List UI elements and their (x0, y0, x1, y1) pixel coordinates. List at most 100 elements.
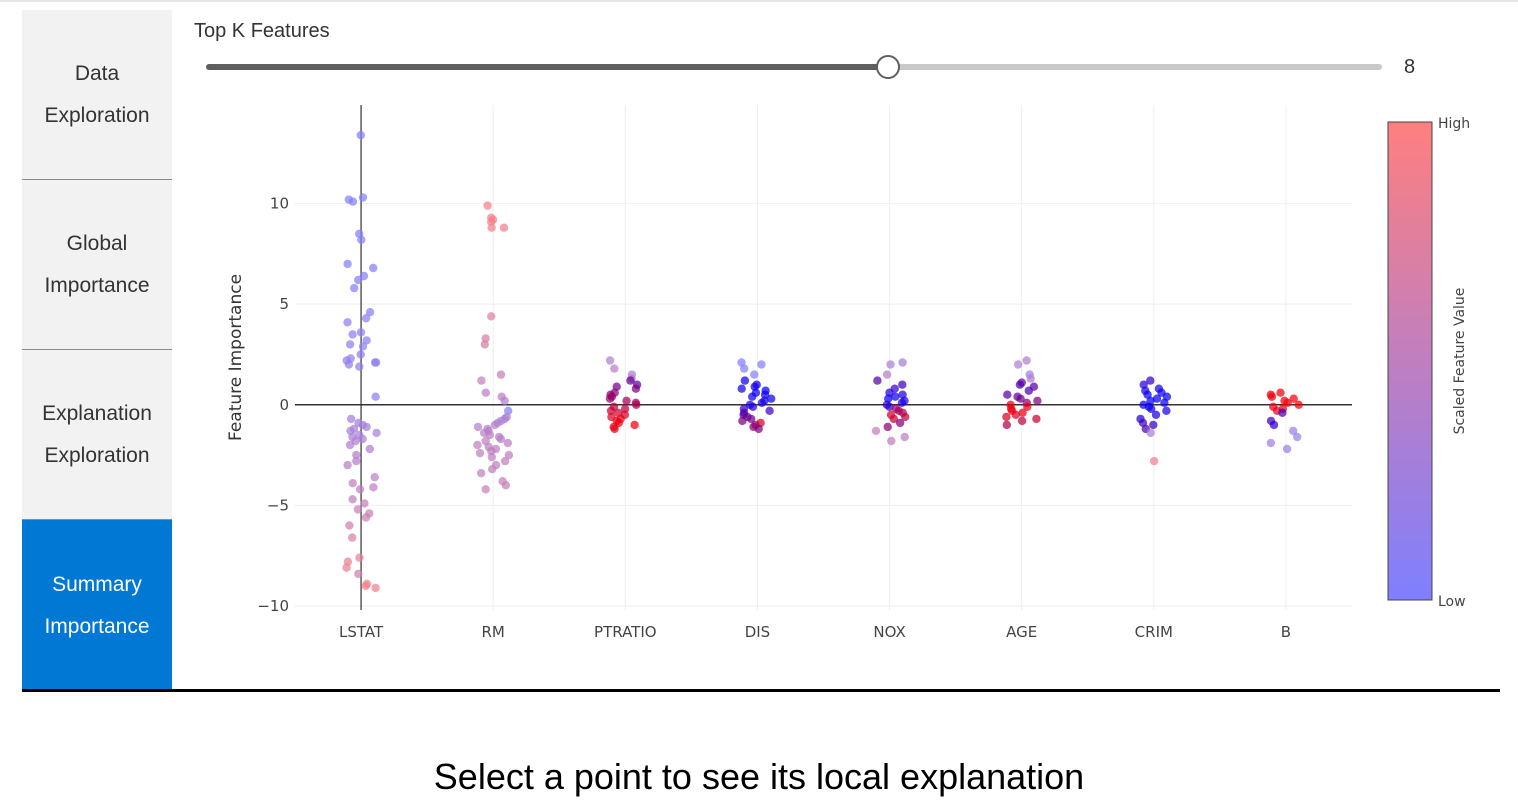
slider-fill (206, 64, 889, 70)
data-point (355, 485, 365, 494)
data-point (1278, 408, 1287, 417)
data-point (350, 283, 359, 293)
data-point (1289, 394, 1298, 403)
data-point (898, 358, 907, 367)
data-point (757, 398, 767, 407)
data-point (1015, 380, 1025, 389)
nav-global-importance[interactable]: Global Importance (22, 180, 172, 350)
data-point (477, 469, 486, 478)
x-tick-label: LSTAT (339, 623, 384, 641)
data-point (886, 360, 895, 369)
y-tick-label: 5 (279, 295, 289, 313)
data-point (369, 263, 378, 273)
data-point (901, 412, 910, 422)
data-point (371, 358, 381, 367)
data-point (343, 318, 352, 327)
data-point (344, 360, 354, 369)
data-point (490, 420, 500, 430)
summary-importance-chart: −10 −5 0 5 10 LSTAT RM PTRATIO DIS NOX AGE CRIM B Fea… (226, 105, 1470, 641)
data-point (767, 394, 776, 403)
nav-label-line1: Data (74, 61, 120, 85)
data-point (356, 328, 366, 337)
data-point (342, 563, 351, 572)
slider-thumb[interactable] (876, 55, 901, 79)
data-point (1162, 406, 1171, 415)
data-point (346, 414, 356, 424)
nav-label-line2: Importance (44, 273, 150, 297)
data-point (360, 499, 369, 508)
data-point (483, 201, 492, 210)
data-point (605, 356, 615, 365)
data-point (765, 406, 774, 415)
data-point (748, 392, 757, 401)
y-tick-label: −10 (257, 597, 289, 615)
nav-explanation-exploration[interactable]: Explanation Exploration (22, 350, 172, 520)
data-point (372, 428, 381, 438)
data-point (369, 483, 378, 492)
data-point (488, 465, 497, 474)
data-point (487, 452, 496, 462)
data-point (1002, 412, 1011, 422)
data-point (1289, 426, 1298, 436)
data-point (754, 424, 763, 434)
data-point (1003, 390, 1012, 399)
data-point (352, 450, 361, 460)
nav-label-line2: Exploration (44, 103, 150, 127)
data-point (365, 308, 375, 317)
data-point (1293, 432, 1302, 442)
data-point (352, 456, 361, 466)
data-point (1149, 456, 1159, 466)
data-point (487, 312, 496, 321)
data-point (620, 404, 630, 413)
data-point (622, 396, 631, 405)
x-tick-label: AGE (1006, 623, 1037, 641)
y-tick-label: −5 (267, 496, 289, 514)
data-point (480, 340, 489, 349)
data-point (481, 485, 490, 494)
data-point (871, 426, 881, 436)
data-point (1022, 356, 1031, 365)
data-point (496, 370, 506, 379)
data-point (897, 398, 907, 407)
data-point (1266, 438, 1276, 448)
data-point (606, 406, 616, 415)
data-point (873, 376, 882, 385)
data-point (760, 390, 770, 399)
nav-data-exploration[interactable]: Data Exploration (22, 10, 172, 180)
x-tick-label: NOX (873, 623, 905, 641)
data-point (371, 392, 380, 401)
data-point (1018, 408, 1027, 417)
data-point (477, 376, 486, 385)
top-k-label: Top K Features (194, 20, 330, 42)
nav-summary-importance[interactable]: Summary Importance (22, 520, 172, 691)
nav-label-line2: Exploration (44, 443, 150, 467)
x-tick-label: RM (482, 623, 505, 641)
data-point (487, 217, 496, 226)
data-point (345, 340, 355, 349)
data-point (898, 380, 907, 389)
data-point (1283, 398, 1292, 407)
data-point (500, 396, 509, 405)
data-point (473, 422, 483, 432)
data-point (355, 362, 364, 371)
top-k-slider[interactable] (206, 55, 1382, 79)
data-point (631, 384, 641, 393)
data-point (501, 481, 511, 490)
data-point (1002, 420, 1011, 430)
data-point (900, 432, 909, 442)
x-tick-label: CRIM (1135, 623, 1173, 641)
data-point (353, 505, 363, 514)
data-point (750, 370, 759, 379)
data-point (1014, 360, 1023, 369)
data-point (1146, 376, 1155, 385)
data-point (889, 414, 899, 424)
y-tick-label: 10 (270, 195, 289, 213)
data-point (632, 400, 641, 409)
x-tick-label: B (1281, 623, 1291, 641)
data-point (891, 392, 900, 401)
data-point (504, 450, 514, 460)
data-point (610, 424, 619, 434)
data-point (503, 438, 512, 448)
nav-label-line2: Importance (44, 614, 150, 638)
data-point (1282, 444, 1292, 454)
